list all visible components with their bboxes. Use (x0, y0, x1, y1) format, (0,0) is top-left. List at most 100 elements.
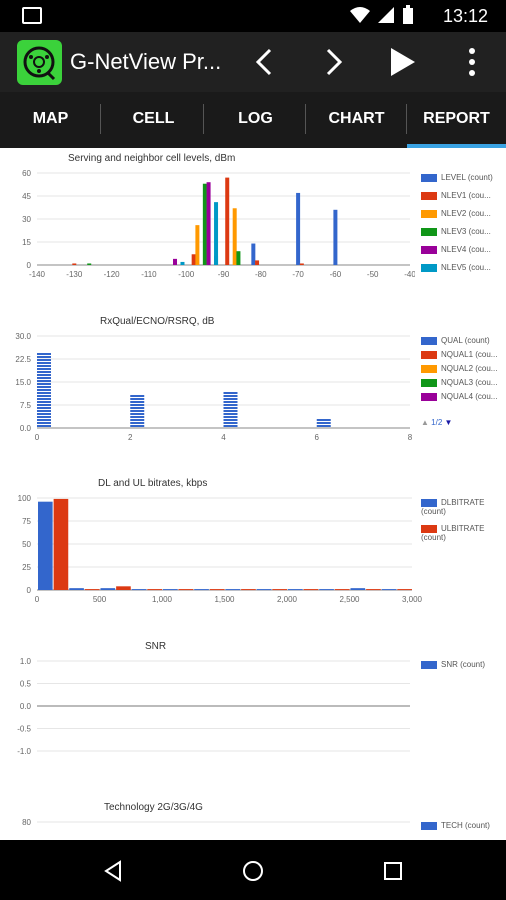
bar (209, 589, 225, 591)
x-tick-label: 4 (221, 433, 226, 442)
bar (84, 589, 100, 591)
y-tick-label: 0 (27, 586, 32, 595)
bar (53, 498, 69, 590)
x-tick-label: 2,000 (277, 595, 298, 604)
bar (194, 589, 209, 591)
chevron-right-icon[interactable] (313, 42, 353, 82)
chart-title-rxqual: RxQual/ECNO/RSRQ, dB (100, 316, 215, 327)
bar (206, 182, 211, 265)
legend-item: TECH (count) (421, 821, 490, 830)
y-tick-label: 50 (22, 540, 31, 549)
bar (299, 263, 304, 265)
tab-cell[interactable]: CELL (103, 92, 204, 148)
y-tick-label: 80 (22, 818, 31, 827)
bar (334, 589, 350, 591)
bar (333, 209, 338, 265)
legend-item: NLEV4 (cou... (421, 245, 491, 254)
tab-label: MAP (32, 110, 69, 127)
tab-chart[interactable]: CHART (306, 92, 407, 148)
bar (131, 589, 147, 591)
bar (178, 589, 194, 591)
tab-log[interactable]: LOG (205, 92, 306, 148)
legend-item: ULBITRATE (count) (421, 524, 485, 542)
tab-label: REPORT (423, 110, 490, 127)
app-bar: G-NetView Pr... (0, 32, 506, 92)
recents-icon[interactable] (383, 861, 403, 881)
y-tick-label: 15.0 (15, 378, 31, 387)
wifi-icon (350, 7, 370, 23)
tab-map[interactable]: MAP (0, 92, 101, 148)
back-icon[interactable] (102, 860, 124, 882)
bar (366, 589, 381, 591)
tab-label: LOG (238, 110, 273, 127)
legend-item: NLEV3 (cou... (421, 227, 491, 236)
cell-levels-chart: 60 45 30 15 0-140 -130 -120 -110 -100 -90 -80 -70 -6… (22, 169, 415, 279)
legend-item: LEVEL (count) (421, 173, 493, 182)
bar (241, 589, 256, 591)
x-tick-label: -70 (292, 270, 304, 279)
play-icon[interactable] (382, 42, 422, 82)
x-tick-label: -90 (218, 270, 230, 279)
more-vert-icon[interactable] (452, 42, 492, 82)
tab-report[interactable]: REPORT (407, 92, 506, 148)
x-tick-label: 1,000 (152, 595, 173, 604)
y-tick-label: 15 (22, 238, 31, 247)
x-tick-label: 3,000 (402, 595, 423, 604)
bar (180, 261, 185, 265)
clock: 13:12 (442, 6, 488, 26)
bar (202, 183, 207, 265)
y-tick-label: 60 (22, 169, 31, 178)
bar (38, 501, 53, 590)
bar (288, 589, 303, 591)
chart-title-cell-levels: Serving and neighbor cell levels, dBm (68, 153, 236, 164)
snr-chart: 1.0 0.5 0.0 -0.5 -1.0 (17, 657, 410, 756)
bar (72, 263, 77, 265)
y-tick-label: 30.0 (15, 332, 31, 341)
bitrates-chart: 100 75 50 25 00 500 1,000 1,500 2,000 2,500 3,000 (18, 494, 423, 604)
bar (173, 258, 178, 265)
chart-title-snr: SNR (145, 641, 167, 652)
signal-icon (378, 7, 394, 23)
x-tick-label: 500 (93, 595, 107, 604)
bar (100, 588, 116, 590)
bar (191, 254, 196, 265)
legend-pager[interactable]: ▲ 1/2 ▼ (421, 418, 452, 427)
pager-down-icon[interactable]: ▼ (444, 418, 453, 427)
x-tick-label: 8 (408, 433, 413, 442)
y-tick-label: 0.0 (20, 702, 32, 711)
legend-item: NLEV5 (cou... (421, 263, 491, 272)
chart-title-bitrates: DL and UL bitrates, kbps (98, 478, 208, 489)
chevron-left-icon[interactable] (245, 42, 285, 82)
bar (316, 419, 331, 427)
tab-label: CELL (132, 110, 175, 127)
app-title: G-NetView Pr... (70, 49, 222, 74)
legend-item: NQUAL4 (cou... (421, 392, 497, 401)
legend-item: DLBITRATE (count) (421, 498, 485, 516)
bar (69, 588, 84, 590)
pager-up-icon[interactable]: ▲ (421, 418, 429, 427)
bar (87, 263, 92, 265)
y-tick-label: 0.5 (20, 680, 32, 689)
pager-text: 1/2 (431, 418, 443, 427)
report-content[interactable]: Serving and neighbor cell levels, dBm 60… (0, 148, 506, 840)
legend-item: NLEV1 (cou... (421, 191, 491, 200)
y-tick-label: 1.0 (20, 657, 32, 666)
status-icons (350, 5, 414, 25)
rxqual-chart: 30.0 22.5 15.0 7.5 0.00 2 4 6 8 (15, 332, 413, 442)
technology-chart: 80 (22, 818, 410, 827)
tab-bar: MAP CELL LOG CHART REPORT (0, 92, 506, 148)
bar (236, 251, 241, 265)
bar (255, 260, 260, 265)
bar (296, 192, 301, 265)
bar (272, 589, 287, 591)
x-tick-label: -100 (178, 270, 195, 279)
home-icon[interactable] (242, 860, 264, 882)
legend-item: NQUAL2 (cou... (421, 364, 497, 373)
x-tick-label: 0 (35, 433, 40, 442)
app-logo-icon (17, 40, 62, 85)
chart-title-technology: Technology 2G/3G/4G (104, 802, 203, 813)
legend-item: NQUAL1 (cou... (421, 350, 497, 359)
x-tick-label: 2,500 (339, 595, 360, 604)
bar (36, 353, 51, 427)
tab-label: CHART (328, 110, 385, 127)
